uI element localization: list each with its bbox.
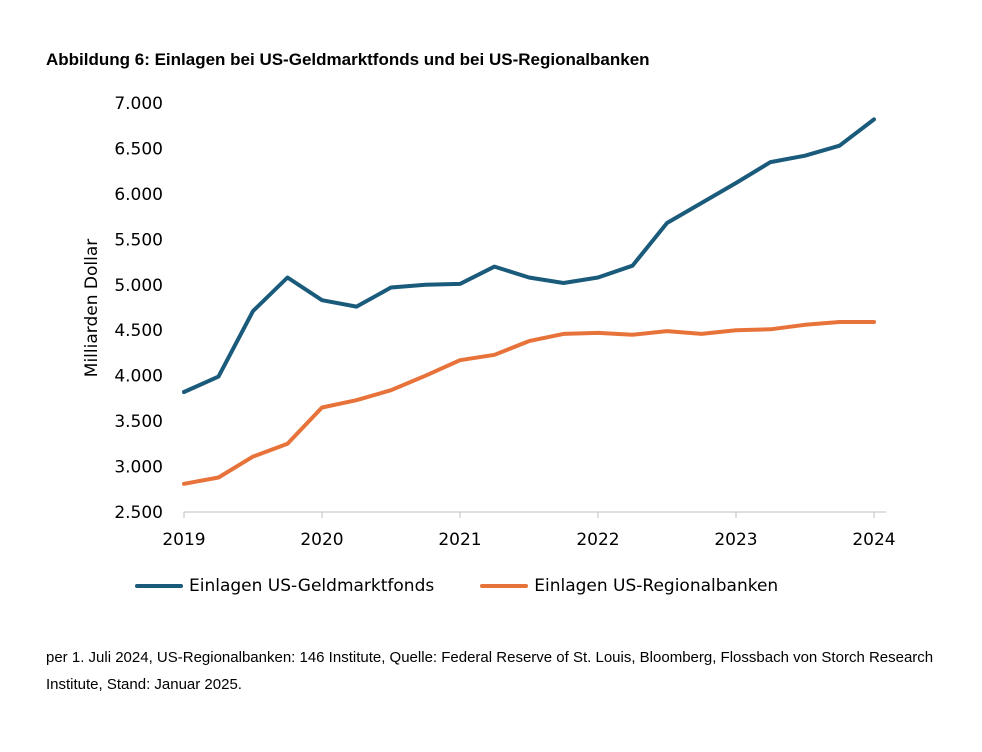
x-tick-label: 2021 — [438, 530, 481, 550]
y-tick-label: 6.000 — [114, 185, 163, 205]
x-axis: 2019 2020 2021 2022 2023 2024 — [162, 511, 896, 550]
y-tick-label: 3.500 — [114, 412, 163, 432]
y-tick-label: 3.000 — [114, 458, 163, 478]
series-layer — [182, 117, 876, 486]
legend: Einlagen US-Geldmarktfonds Einlagen US-R… — [135, 576, 824, 596]
legend-swatch-geldmarktfonds — [135, 584, 183, 588]
x-tick-label: 2020 — [300, 530, 343, 550]
y-axis-label: Milliarden Dollar — [82, 239, 102, 377]
y-tick-label: 4.000 — [114, 367, 163, 387]
legend-item-geldmarktfonds: Einlagen US-Geldmarktfonds — [135, 576, 434, 596]
legend-swatch-regionalbanken — [480, 584, 529, 588]
legend-item-regionalbanken: Einlagen US-Regionalbanken — [480, 576, 778, 596]
y-tick-label: 4.500 — [114, 321, 163, 341]
x-tick-label: 2024 — [852, 530, 895, 550]
x-tick-label: 2019 — [162, 530, 205, 550]
legend-label-geldmarktfonds: Einlagen US-Geldmarktfonds — [189, 576, 435, 596]
footnote: per 1. Juli 2024, US-Regionalbanken: 146… — [46, 649, 934, 693]
series-line-geldmarktfonds — [182, 117, 876, 394]
y-tick-label: 5.000 — [114, 276, 163, 296]
series-line-regionalbanken — [182, 320, 876, 486]
chart-title: Abbildung 6: Einlagen bei US-Geldmarktfo… — [46, 50, 650, 69]
legend-label-regionalbanken: Einlagen US-Regionalbanken — [534, 576, 779, 596]
y-tick-label: 7.000 — [114, 94, 163, 114]
line-chart: 2.500 3.000 3.500 4.000 4.500 5.000 5.500 6.000… — [82, 94, 896, 550]
y-axis: 2.500 3.000 3.500 4.000 4.500 5.000 5.500 6.000… — [114, 94, 163, 523]
y-tick-label: 5.500 — [114, 230, 163, 250]
y-tick-label: 2.500 — [114, 503, 163, 523]
x-tick-label: 2022 — [576, 530, 619, 550]
x-tick-label: 2023 — [714, 530, 757, 550]
y-tick-label: 6.500 — [114, 139, 163, 159]
